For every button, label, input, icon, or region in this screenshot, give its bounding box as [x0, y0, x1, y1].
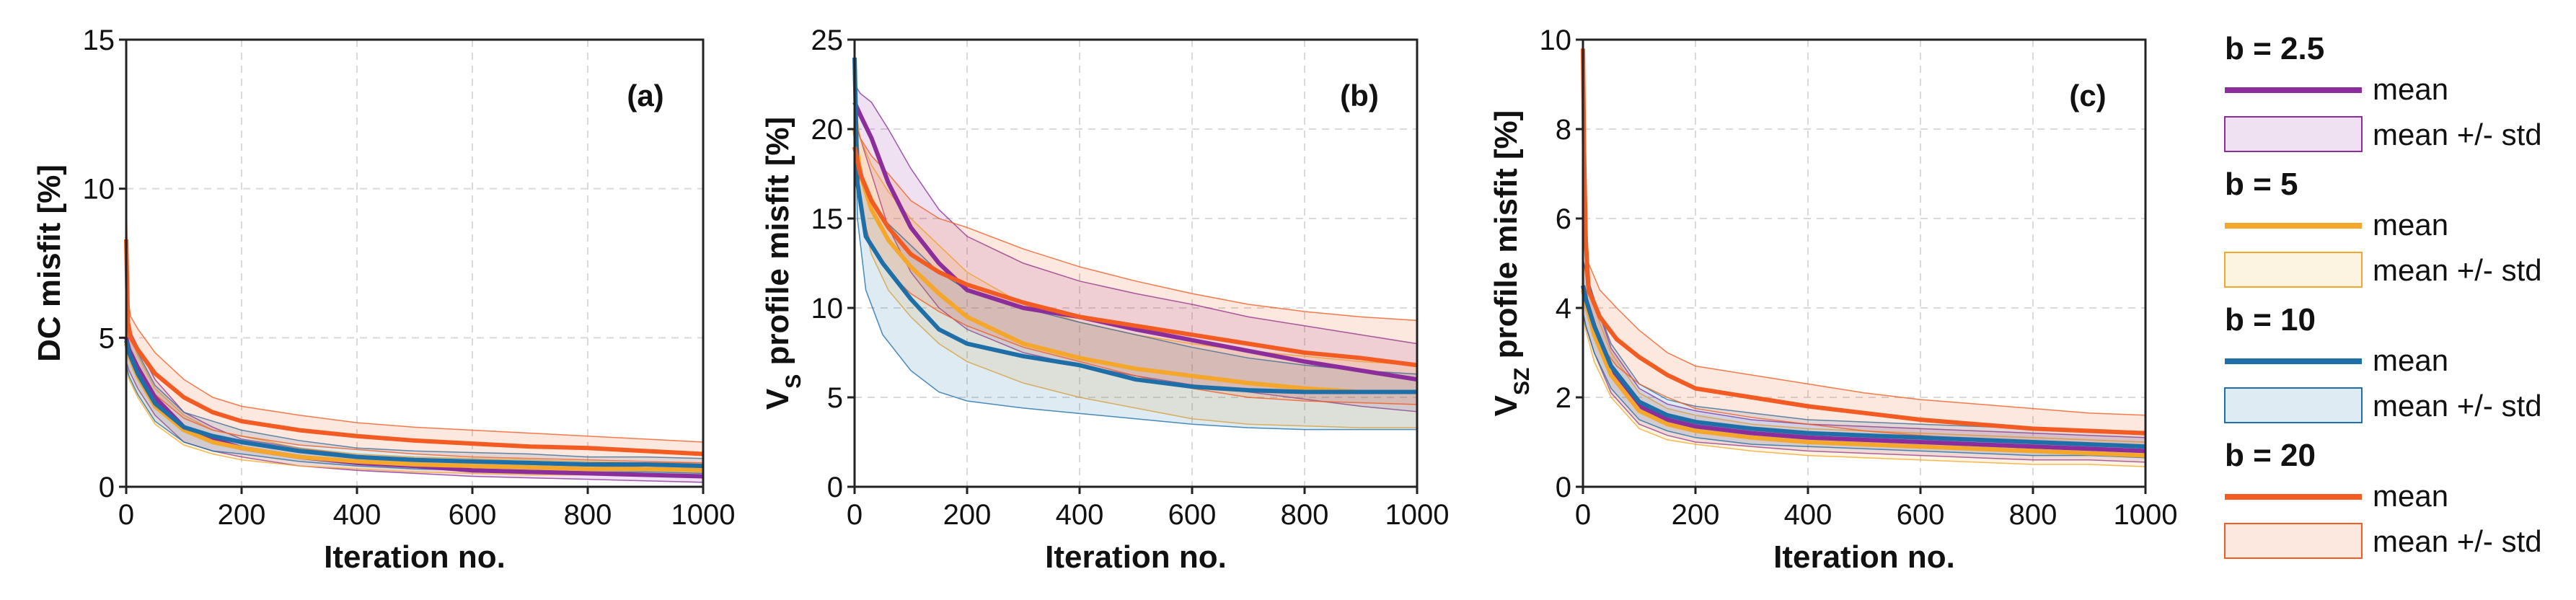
mean-line-b-10	[124, 340, 704, 469]
mean-line-b-20	[124, 239, 704, 456]
y-tick-label: 2	[1556, 382, 1571, 414]
x-axis-label: Iteration no.	[1773, 539, 1955, 575]
x-tick-label: 1000	[671, 499, 736, 531]
x-tick-label: 800	[564, 499, 612, 531]
y-tick-label: 25	[811, 25, 844, 56]
legend-title: b = 20	[2225, 438, 2316, 473]
std-band-b-20	[125, 182, 704, 464]
x-tick-label: 400	[333, 499, 381, 531]
y-tick-label: 5	[827, 382, 843, 414]
x-tick-label: 600	[1168, 499, 1217, 531]
y-tick-label: 0	[1556, 472, 1571, 503]
mean-line-b-20	[852, 146, 1418, 368]
y-tick-label: 15	[83, 25, 115, 56]
y-tick-label: 8	[1556, 114, 1571, 146]
mean-line-b-5	[1581, 289, 2146, 458]
x-tick-label: 1000	[1385, 499, 1450, 531]
x-tick-label: 0	[847, 499, 863, 531]
x-tick-label: 800	[2009, 499, 2057, 531]
x-tick-label: 1000	[2114, 499, 2178, 531]
chart-panel-a: 0 200 400 600 800 1000 0 5 10 15 (a) Iteration no…	[32, 25, 735, 575]
x-tick-label: 200	[218, 499, 266, 531]
x-tick-label: 0	[118, 499, 134, 531]
y-tick-label: 10	[83, 174, 115, 206]
legend-band-label: mean +/- std	[2373, 118, 2542, 151]
legend-mean-label: mean	[2373, 343, 2448, 377]
y-axis-label: DC misfit [%]	[32, 164, 67, 362]
x-tick-label: 600	[449, 499, 497, 531]
legend-group-b-2-5: b = 2.5 mean mean +/- std	[2224, 31, 2542, 152]
legend-mean-label: mean	[2373, 72, 2448, 106]
legend-band-swatch	[2224, 116, 2363, 152]
legend-band-swatch	[2224, 252, 2363, 288]
y-axis-label: VS profile misfit [%]	[760, 117, 806, 410]
legend-group-b-10: b = 10 mean mean +/- std	[2224, 302, 2542, 423]
y-tick-label: 4	[1556, 293, 1571, 325]
x-tick-label: 600	[1897, 499, 1945, 531]
panel-label: (a)	[627, 79, 663, 112]
x-tick-label: 0	[1575, 499, 1591, 531]
mean-line-b-10	[852, 57, 1417, 394]
x-axis-label: Iteration no.	[324, 539, 506, 575]
y-tick-label: 15	[811, 203, 844, 235]
y-tick-label: 10	[1540, 25, 1572, 56]
chart-panel-c: 0 200 400 600 800 1000 0 2 4 6 8 10 (c) Iteration n…	[1488, 25, 2177, 575]
legend-band-label: mean +/- std	[2373, 253, 2542, 287]
y-tick-label: 6	[1556, 203, 1571, 235]
y-tick-label: 5	[99, 322, 115, 354]
legend-band-label: mean +/- std	[2373, 389, 2542, 423]
legend-title: b = 5	[2225, 167, 2298, 202]
mean-line-b-5	[852, 128, 1417, 394]
x-tick-label: 200	[943, 499, 992, 531]
legend: b = 2.5 mean mean +/- std b = 5 mean mean +/-…	[2224, 31, 2542, 559]
legend-mean-label: mean	[2373, 208, 2448, 242]
y-tick-label: 0	[99, 472, 115, 503]
mean-line-b-20	[1581, 48, 2146, 436]
y-tick-label: 20	[811, 114, 844, 146]
legend-mean-label: mean	[2373, 479, 2448, 513]
y-axis-label: VSZ profile misfit [%]	[1488, 110, 1534, 417]
x-tick-label: 200	[1672, 499, 1720, 531]
legend-band-label: mean +/- std	[2373, 524, 2542, 558]
y-tick-label: 0	[827, 472, 843, 503]
panel-label: (b)	[1340, 79, 1379, 112]
legend-group-b-5: b = 5 mean mean +/- std	[2224, 167, 2542, 288]
chart-panel-b: 0 200 400 600 800 1000 0 5 10 15 20 25 (b) Iteratio…	[760, 25, 1449, 575]
legend-band-swatch	[2224, 523, 2363, 559]
y-tick-label: 10	[811, 293, 844, 325]
std-band-b-20	[1582, 39, 2146, 447]
x-tick-label: 400	[1056, 499, 1104, 531]
x-tick-label: 800	[1281, 499, 1329, 531]
x-tick-label: 400	[1784, 499, 1832, 531]
mean-line-b-2-5	[852, 101, 1418, 382]
mean-line-b-10	[1581, 285, 2146, 449]
x-axis-label: Iteration no.	[1045, 539, 1227, 575]
legend-band-swatch	[2224, 387, 2363, 423]
panel-label: (c)	[2069, 79, 2106, 112]
legend-title: b = 10	[2225, 302, 2316, 338]
legend-group-b-20: b = 20 mean mean +/- std	[2224, 438, 2542, 559]
legend-title: b = 2.5	[2225, 31, 2324, 66]
